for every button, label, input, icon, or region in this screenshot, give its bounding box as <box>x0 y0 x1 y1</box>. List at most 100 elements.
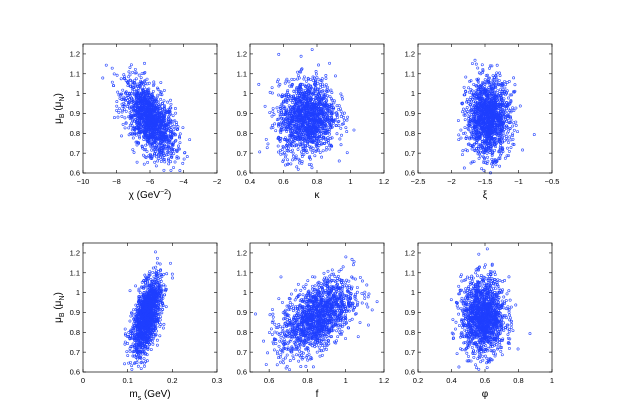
data-point <box>159 81 163 84</box>
data-point <box>158 262 162 266</box>
scatter-panel-3: −2.5 −2 −1.5 −1 −0.50.60.70.80.911.11.2ξ <box>405 43 559 201</box>
x-tick-label: −1 <box>514 177 523 186</box>
data-point <box>285 146 288 150</box>
data-point <box>480 63 484 67</box>
data-point <box>159 160 163 163</box>
data-point <box>131 85 135 89</box>
data-point <box>135 160 139 164</box>
data-point <box>476 66 480 70</box>
data-point <box>265 146 269 150</box>
data-point <box>270 114 274 118</box>
data-point <box>276 150 280 154</box>
data-point <box>321 149 325 153</box>
data-point <box>169 98 172 102</box>
data-point <box>129 92 133 96</box>
data-point <box>162 157 165 161</box>
data-point <box>268 90 272 94</box>
data-point <box>339 143 343 147</box>
data-point <box>266 142 270 146</box>
data-point <box>310 166 314 170</box>
data-point <box>296 70 299 74</box>
data-point <box>340 133 343 137</box>
data-point <box>152 148 156 152</box>
data-point <box>511 124 515 128</box>
x-axis-label: ξ <box>483 190 488 201</box>
data-point <box>121 88 125 92</box>
data-point <box>336 116 339 119</box>
data-point <box>141 109 145 113</box>
data-point <box>276 109 280 113</box>
data-point <box>153 135 157 139</box>
y-tick-label: 0.6 <box>70 169 80 178</box>
data-point <box>178 136 182 140</box>
data-point <box>162 153 166 157</box>
data-point <box>133 114 137 117</box>
y-tick-label: 1.2 <box>70 50 80 59</box>
data-point <box>483 78 487 82</box>
data-point <box>158 334 162 338</box>
data-point <box>137 73 141 77</box>
data-point <box>129 63 133 67</box>
data-point <box>507 111 510 114</box>
data-point <box>128 73 132 77</box>
data-point <box>296 147 300 151</box>
x-tick-label: 0.8 <box>312 177 322 186</box>
data-point <box>486 155 489 159</box>
data-point <box>124 79 128 83</box>
data-point <box>339 92 343 96</box>
data-point <box>309 78 313 81</box>
data-point <box>298 161 302 165</box>
data-point <box>482 168 486 172</box>
data-point <box>326 136 330 140</box>
data-point <box>164 110 168 114</box>
data-point <box>162 88 166 92</box>
data-point <box>142 162 146 166</box>
scatter-panel-1: −10 −8 −6 −4 −20.60.70.80.911.11.2χ (GeV−2)μ… <box>53 43 221 201</box>
data-point <box>146 160 150 164</box>
data-point <box>299 54 303 58</box>
data-point <box>122 97 126 101</box>
data-point <box>141 153 145 157</box>
data-point <box>118 107 121 111</box>
y-tick-label: 0.8 <box>70 129 80 138</box>
data-point <box>131 70 135 74</box>
data-point <box>516 130 519 134</box>
data-point <box>352 128 356 132</box>
x-tick-label: 1.2 <box>379 177 389 186</box>
data-point <box>463 111 467 115</box>
data-point <box>504 83 507 87</box>
data-point <box>334 74 337 78</box>
data-point <box>284 163 287 167</box>
data-point <box>177 144 180 148</box>
data-point <box>344 126 348 130</box>
data-point <box>133 67 137 71</box>
data-point <box>130 121 133 125</box>
data-point <box>318 86 322 90</box>
data-point <box>316 81 320 85</box>
data-point <box>508 93 512 97</box>
data-point <box>173 160 177 164</box>
data-point <box>462 107 465 111</box>
data-point <box>289 162 293 166</box>
data-point <box>338 137 342 141</box>
data-point <box>125 94 129 98</box>
data-point <box>463 126 467 129</box>
data-point <box>111 84 115 87</box>
data-point <box>311 79 315 82</box>
data-point <box>150 339 154 343</box>
data-point <box>185 155 189 159</box>
data-point <box>474 62 478 66</box>
x-tick-label: −2 <box>447 177 456 186</box>
x-tick-label: −1.5 <box>478 177 493 186</box>
data-point <box>512 76 516 80</box>
data-point <box>298 140 302 144</box>
data-point <box>130 367 134 371</box>
data-point <box>313 154 317 158</box>
data-point <box>296 167 300 171</box>
data-point <box>340 95 344 98</box>
y-tick-label: 0.7 <box>70 149 80 158</box>
data-point <box>328 147 332 151</box>
data-point <box>127 70 131 74</box>
y-axis-label: μB (μN) <box>53 93 66 124</box>
